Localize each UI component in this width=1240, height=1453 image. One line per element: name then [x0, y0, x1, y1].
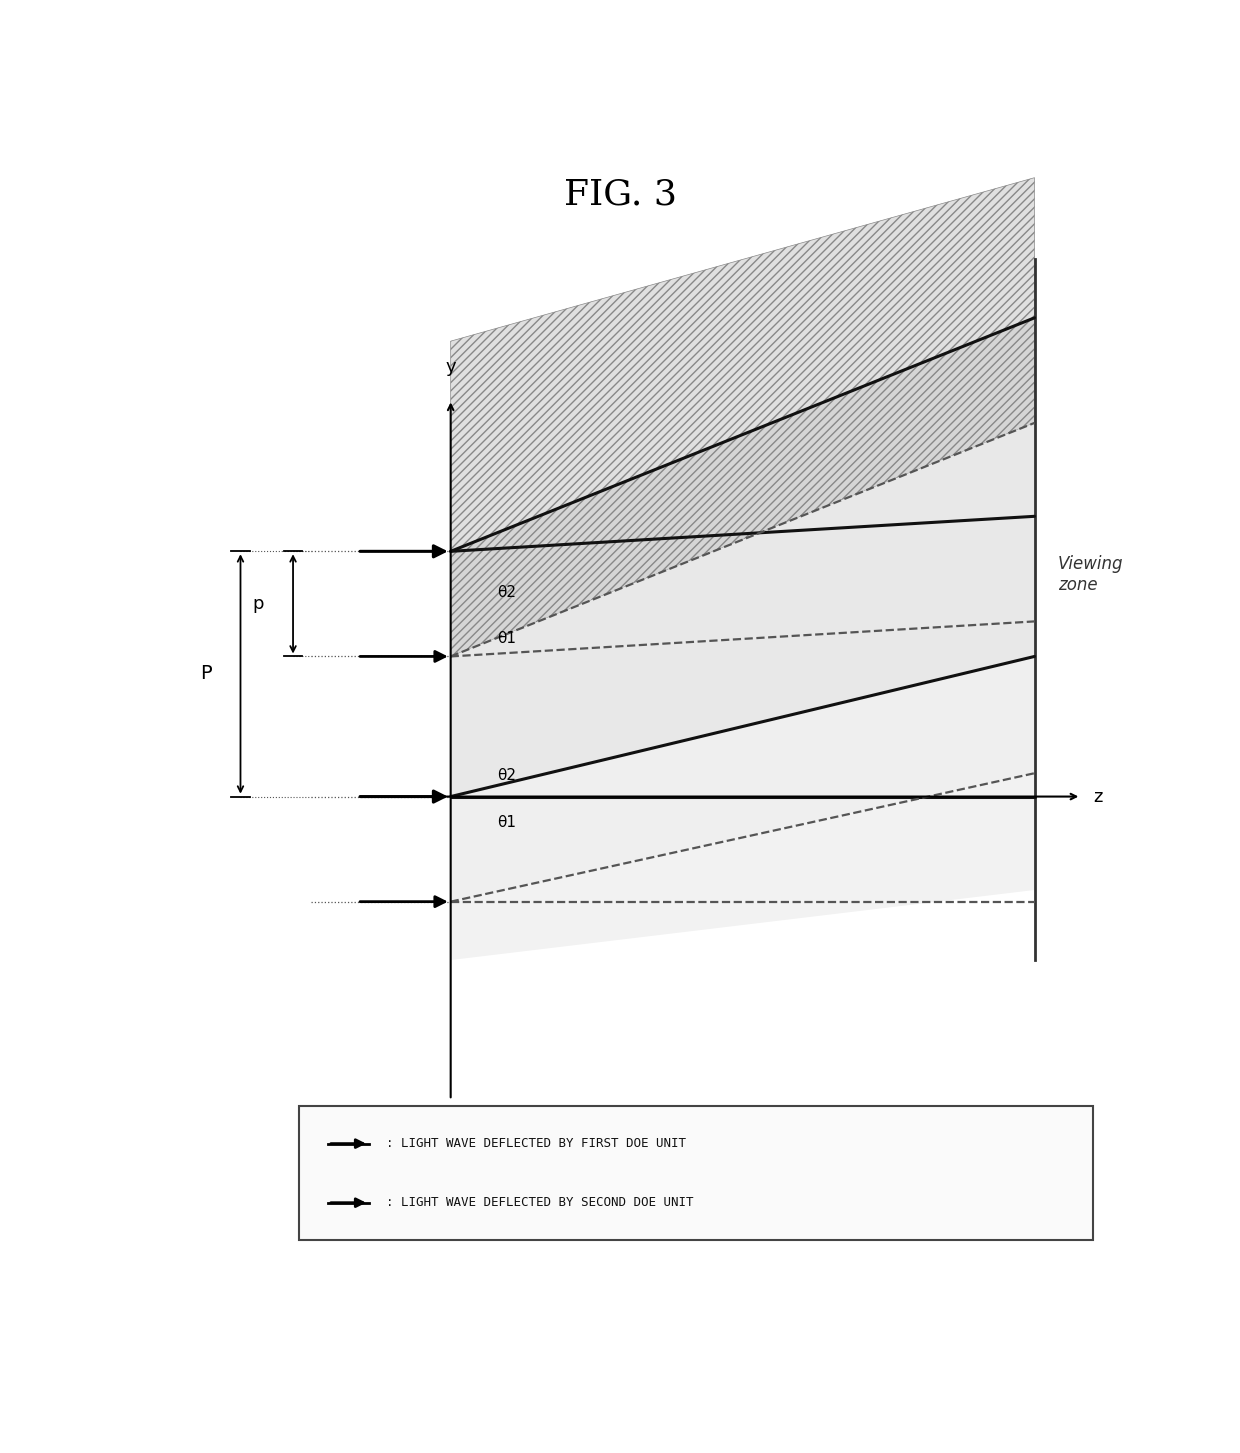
Polygon shape [450, 423, 1034, 796]
Text: θ1: θ1 [497, 815, 516, 830]
Bar [299, 1106, 1092, 1241]
Text: : LIGHT WAVE DEFLECTED BY SECOND DOE UNIT: : LIGHT WAVE DEFLECTED BY SECOND DOE UNI… [387, 1196, 694, 1209]
Text: : LIGHT WAVE DEFLECTED BY FIRST DOE UNIT: : LIGHT WAVE DEFLECTED BY FIRST DOE UNIT [387, 1138, 687, 1151]
Text: θ2: θ2 [497, 769, 516, 783]
Text: z: z [1092, 788, 1102, 805]
Text: θ1: θ1 [497, 632, 516, 647]
Text: FIG. 3: FIG. 3 [563, 177, 677, 212]
Polygon shape [450, 773, 1034, 960]
Text: θ2: θ2 [497, 584, 516, 600]
Text: Viewing
zone: Viewing zone [1058, 555, 1123, 594]
Text: y: y [445, 359, 456, 376]
Polygon shape [450, 657, 1034, 902]
Polygon shape [450, 318, 1034, 657]
Text: P: P [200, 664, 211, 683]
Polygon shape [450, 177, 1034, 551]
Text: p: p [252, 594, 264, 613]
